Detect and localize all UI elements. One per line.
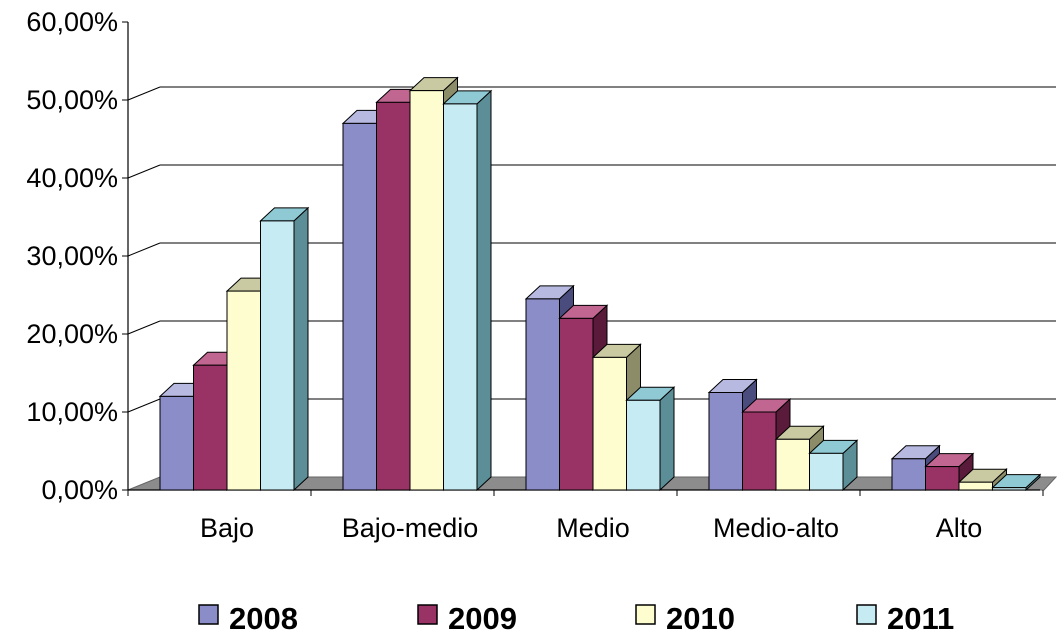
legend-label: 2010 — [666, 601, 735, 635]
bar-side — [659, 386, 675, 492]
gridline-depth — [127, 398, 161, 413]
bar-front — [958, 481, 993, 491]
bar-front — [443, 103, 478, 491]
bar-2011-Medio-alto — [808, 439, 859, 492]
x-tick-label: Bajo-medio — [342, 513, 479, 543]
bar-side — [293, 206, 309, 492]
bars — [158, 76, 1042, 492]
bar-front — [809, 452, 844, 491]
gridline-depth — [127, 242, 161, 257]
legend-item-2011: 2011 — [856, 601, 954, 635]
legend-label: 2008 — [229, 601, 298, 635]
bar-front — [592, 356, 627, 491]
y-tick-label: 60,00% — [26, 7, 118, 37]
bar-2011-Medio — [625, 386, 676, 492]
bar-2009-Alto — [924, 452, 975, 492]
labels: 0,00% 10,00% 20,00% 30,00% 40,00% 50,00% 60,00… — [26, 7, 982, 543]
y-tick-label: 20,00% — [26, 319, 118, 349]
bar-front — [193, 364, 228, 491]
x-tick-label: Medio-alto — [713, 513, 839, 543]
legend-swatch — [856, 604, 877, 625]
bar-front — [925, 466, 960, 491]
legend-label: 2009 — [448, 601, 517, 635]
bar-front — [342, 122, 377, 491]
x-tick-label: Alto — [936, 513, 983, 543]
legend-swatch — [198, 604, 219, 625]
x-tick-label: Bajo — [200, 513, 254, 543]
bar-front — [992, 487, 1027, 491]
legend-swatch — [417, 604, 438, 625]
legend-swatch — [635, 604, 656, 625]
legend-label: 2011 — [887, 601, 954, 635]
bar-side — [476, 89, 492, 492]
legend-item-2009: 2009 — [417, 601, 517, 635]
y-tick-label: 50,00% — [26, 85, 118, 115]
bar-front — [159, 395, 194, 491]
bar-front — [260, 220, 295, 491]
bar-front — [559, 317, 594, 491]
bar-front — [708, 392, 743, 491]
bar-front — [742, 411, 777, 491]
bar-front — [226, 290, 261, 491]
x-tick-label: Medio — [556, 513, 630, 543]
bar-front — [626, 399, 661, 491]
bar-front — [525, 298, 560, 491]
legend: 2008 2009 2010 2011 — [198, 601, 954, 635]
bar-front — [891, 458, 926, 491]
bar-front — [376, 101, 411, 491]
gridline-depth — [127, 86, 161, 101]
bar-2011-Alto — [991, 473, 1042, 492]
bar-front — [775, 438, 810, 491]
y-tick-label: 30,00% — [26, 241, 118, 271]
bar-2011-Bajo-medio — [442, 89, 493, 492]
bar-2011-Bajo — [259, 206, 310, 492]
y-tick-label: 10,00% — [26, 397, 118, 427]
gridline-depth — [127, 320, 161, 335]
gridlines — [127, 86, 1056, 413]
bar-front — [409, 90, 444, 491]
legend-item-2010: 2010 — [635, 601, 735, 635]
y-tick-label: 0,00% — [41, 475, 118, 505]
gridline-depth — [127, 164, 161, 179]
legend-item-2008: 2008 — [198, 601, 298, 635]
y-tick-label: 40,00% — [26, 163, 118, 193]
